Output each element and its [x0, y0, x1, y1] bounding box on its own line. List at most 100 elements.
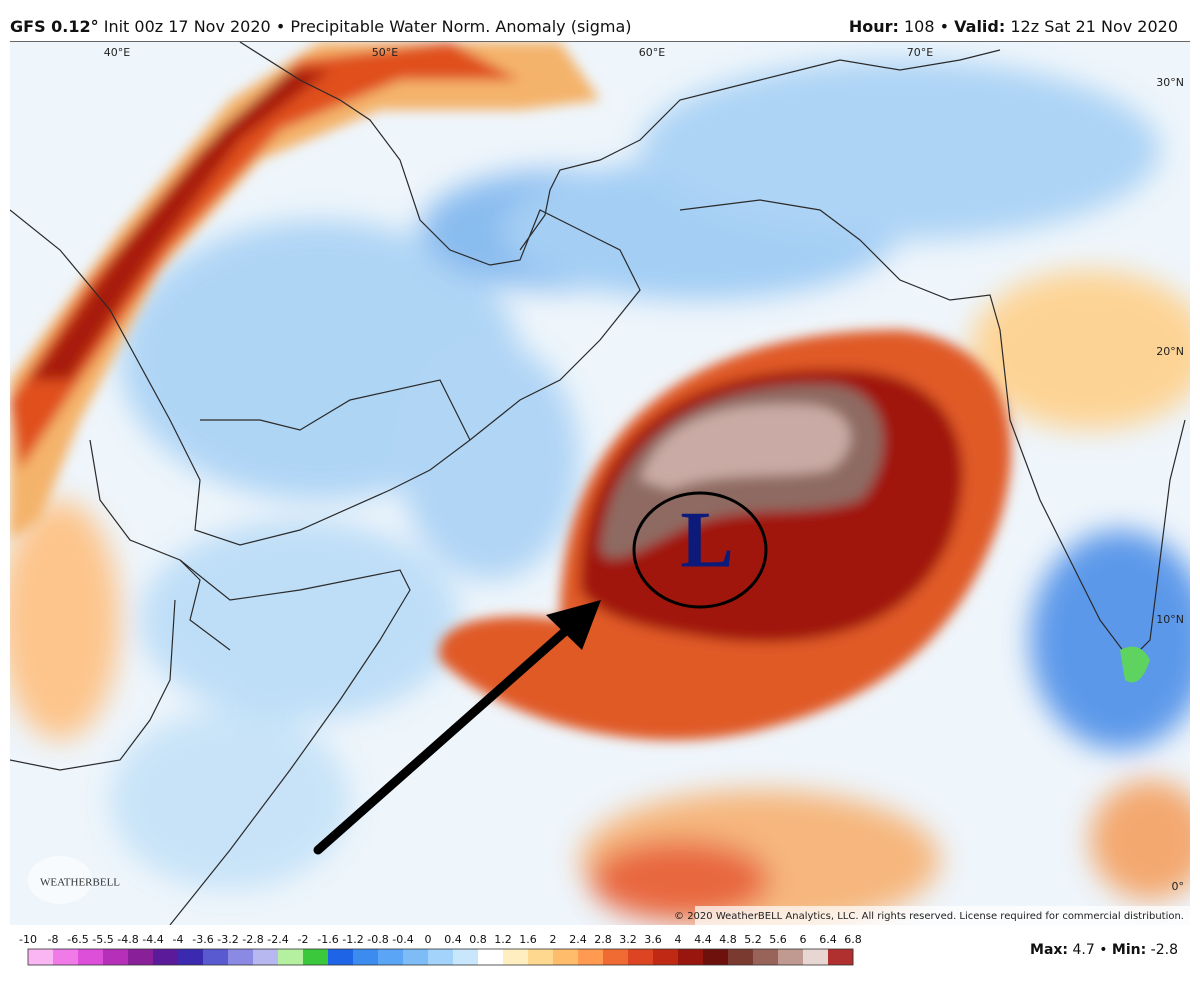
colorbar-tick-label: -4.8 — [117, 933, 138, 946]
colorbar-swatch — [803, 949, 829, 965]
separator: • — [276, 17, 285, 36]
colorbar-tick-label: 0 — [425, 933, 432, 946]
colorbar-tick-label: 2 — [550, 933, 557, 946]
colorbar-swatch — [403, 949, 429, 965]
colorbar-swatch — [828, 949, 854, 965]
colorbar-swatch — [128, 949, 154, 965]
copyright: © 2020 WeatherBELL Analytics, LLC. All r… — [674, 911, 1184, 922]
colorbar-swatch — [703, 949, 729, 965]
colorbar-tick-label: 5.6 — [769, 933, 787, 946]
product: Precipitable Water Norm. Anomaly (sigma) — [290, 17, 631, 36]
lon-label: 40°E — [104, 46, 130, 59]
colorbar-swatch — [353, 949, 379, 965]
min: -2.8 — [1151, 942, 1178, 958]
lat-label: 0° — [1172, 880, 1185, 893]
colorbar-tick-label: 1.2 — [494, 933, 512, 946]
colorbar-swatch — [153, 949, 179, 965]
colorbar-swatch — [653, 949, 679, 965]
colorbar-swatch — [178, 949, 204, 965]
valid: 12z Sat 21 Nov 2020 — [1010, 17, 1178, 36]
colorbar-swatch — [103, 949, 129, 965]
colorbar-swatch — [753, 949, 779, 965]
colorbar-swatch — [453, 949, 479, 965]
colorbar-tick-label: -2.4 — [267, 933, 288, 946]
logo: WEATHERBELL — [40, 877, 120, 889]
colorbar-tick-label: 1.6 — [519, 933, 537, 946]
colorbar-tick-label: 6 — [800, 933, 807, 946]
min-label: Min: — [1112, 942, 1146, 958]
colorbar-tick-label: 0.8 — [469, 933, 487, 946]
colorbar-tick-label: 4.8 — [719, 933, 737, 946]
colorbar-tick-label: 6.4 — [819, 933, 837, 946]
colorbar-swatch — [228, 949, 254, 965]
colorbar-swatch — [78, 949, 104, 965]
lon-label: 50°E — [372, 46, 398, 59]
colorbar-tick-label: 3.6 — [644, 933, 662, 946]
colorbar-tick-label: -1.6 — [317, 933, 338, 946]
hour: 108 — [904, 17, 935, 36]
model: GFS 0.12° — [10, 17, 99, 36]
colorbar-swatch — [203, 949, 229, 965]
colorbar-swatch — [303, 949, 329, 965]
max: 4.7 — [1072, 942, 1094, 958]
colorbar-tick-label: -2 — [298, 933, 309, 946]
colorbar-swatch — [278, 949, 304, 965]
colorbar-swatch — [478, 949, 504, 965]
colorbar-swatch — [328, 949, 354, 965]
colorbar-tick-label: -0.4 — [392, 933, 413, 946]
colorbar-tick-label: 5.2 — [744, 933, 762, 946]
colorbar-tick-label: -4.4 — [142, 933, 163, 946]
separator: • — [1099, 942, 1107, 958]
valid-label: Valid: — [954, 17, 1005, 36]
colorbar-tick-label: -5.5 — [92, 933, 113, 946]
colorbar-frame — [27, 948, 854, 966]
colorbar-tick-label: 2.8 — [594, 933, 612, 946]
lat-label: 10°N — [1156, 613, 1184, 626]
colorbar-tick-label: -3.2 — [217, 933, 238, 946]
lat-label: 30°N — [1156, 76, 1184, 89]
colorbar-tick-label: -10 — [19, 933, 37, 946]
colorbar: -10 -8 -6.5 -5.5 -4.8 -4.4 -4 -3.6 -3.2 -2.8 -2.4-… — [19, 933, 862, 966]
colorbar-swatch — [253, 949, 279, 965]
max-label: Max: — [1030, 942, 1068, 958]
colorbar-swatch — [578, 949, 604, 965]
colorbar-tick-label: -1.2 — [342, 933, 363, 946]
colorbar-swatch — [603, 949, 629, 965]
stats: Max: 4.7 • Min: -2.8 — [1030, 942, 1178, 958]
colorbar-tick-label: -0.8 — [367, 933, 388, 946]
colorbar-swatch — [28, 949, 54, 965]
map: L WEATHERBELL © 2020 WeatherBELL Analyti… — [10, 42, 1190, 925]
graticule-labels: 40°E 50°E 60°E 70°E 30°N 20°N 10°N 0° — [104, 46, 1184, 893]
colorbar-tick-label: 6.8 — [844, 933, 862, 946]
lon-label: 70°E — [907, 46, 933, 59]
colorbar-tick-label: -2.8 — [242, 933, 263, 946]
colorbar-swatch — [778, 949, 804, 965]
colorbar-tick-label: -6.5 — [67, 933, 88, 946]
colorbar-swatch — [503, 949, 529, 965]
colorbar-tick-label: 3.2 — [619, 933, 637, 946]
lat-label: 20°N — [1156, 345, 1184, 358]
colorbar-tick-label: 2.4 — [569, 933, 587, 946]
colorbar-swatch — [53, 949, 79, 965]
colorbar-tick-label: -4 — [173, 933, 184, 946]
colorbar-tick-label: 4 — [675, 933, 682, 946]
colorbar-swatch — [553, 949, 579, 965]
lon-label: 60°E — [639, 46, 665, 59]
header-left: GFS 0.12° Init 00z 17 Nov 2020 • Precipi… — [10, 17, 632, 36]
colorbar-tick-label: -3.6 — [192, 933, 213, 946]
colorbar-swatch — [678, 949, 704, 965]
hour-label: Hour: — [849, 17, 899, 36]
low-label: L — [680, 496, 733, 584]
colorbar-swatch — [728, 949, 754, 965]
colorbar-swatch — [628, 949, 654, 965]
colorbar-swatch — [378, 949, 404, 965]
colorbar-tick-label: 4.4 — [694, 933, 712, 946]
separator: • — [940, 17, 949, 36]
colorbar-swatch — [528, 949, 554, 965]
colorbar-swatch — [428, 949, 454, 965]
run: Init 00z 17 Nov 2020 — [104, 17, 271, 36]
colorbar-tick-label: 0.4 — [444, 933, 462, 946]
header-right: Hour: 108 • Valid: 12z Sat 21 Nov 2020 — [849, 17, 1178, 36]
colorbar-tick-label: -8 — [48, 933, 59, 946]
